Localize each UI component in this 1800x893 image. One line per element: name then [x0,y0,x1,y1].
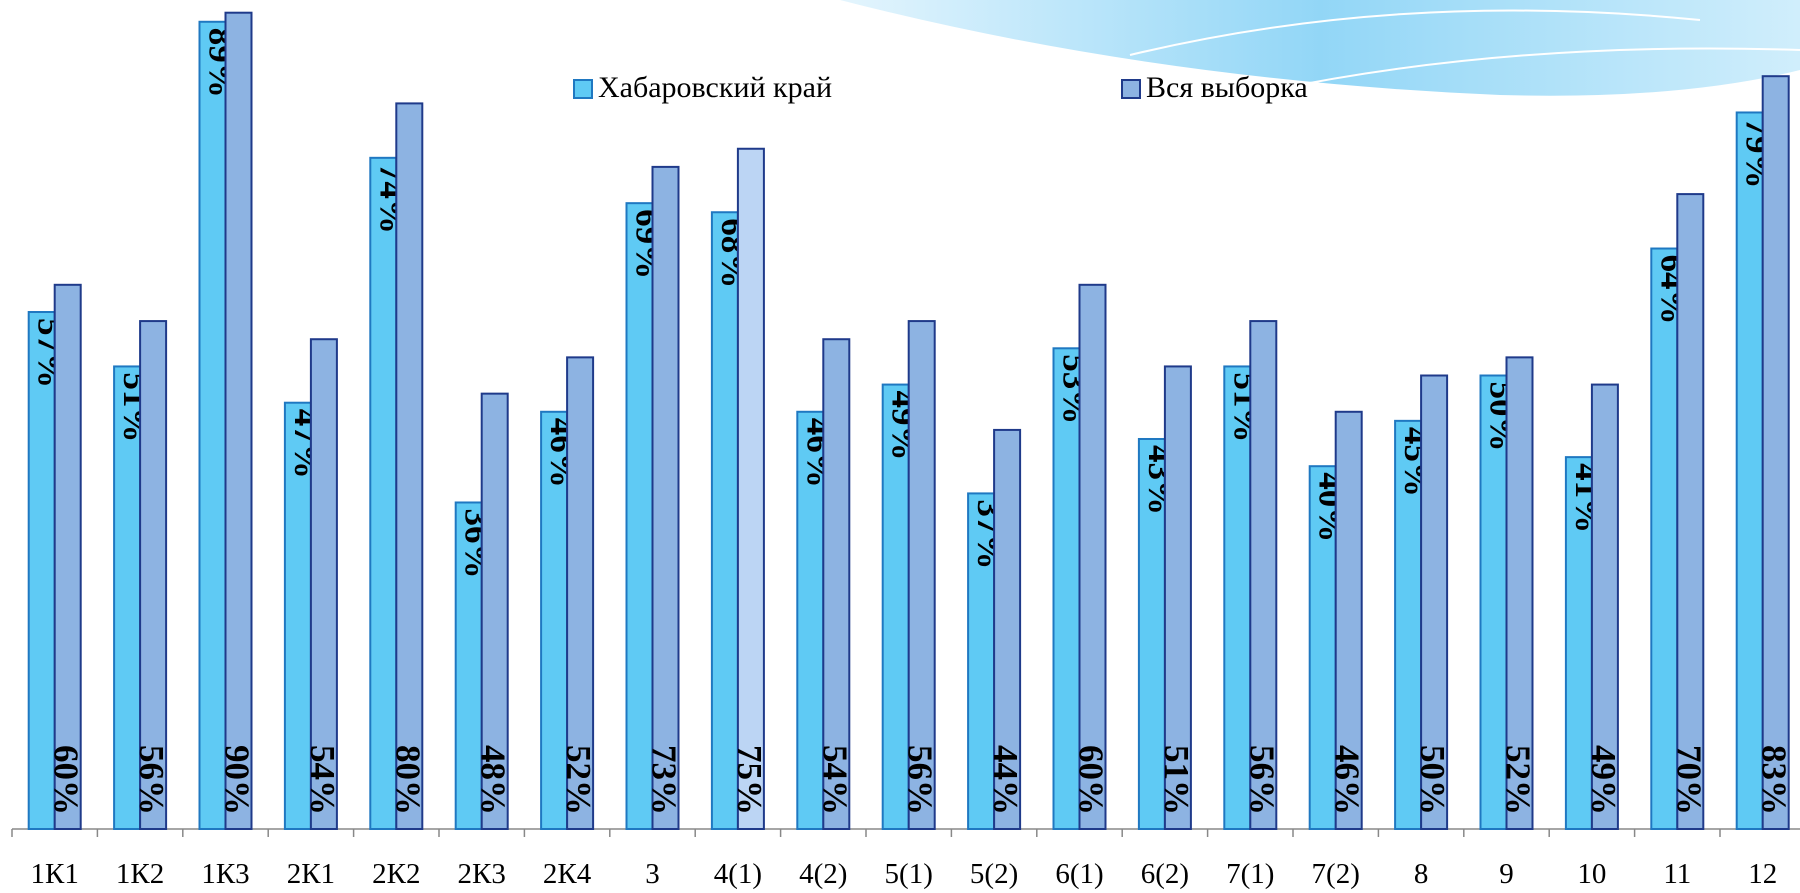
bar [1650,247,1679,830]
x-tick-label: 5(1) [885,858,933,890]
x-tick-label: 10 [1577,858,1606,890]
data-label: 56% [132,745,171,815]
data-label: 48% [474,745,513,815]
bar [224,11,253,830]
data-label: 75% [730,745,769,815]
bar [993,428,1022,830]
bar [53,283,82,830]
data-label: 44% [986,745,1025,815]
bar [1249,320,1278,830]
x-tick-label: 1К3 [201,858,249,890]
bar [736,147,765,830]
x-tick-label: 4(1) [714,858,762,890]
legend-label: Хабаровский край [598,71,832,104]
data-label: 73% [644,745,683,815]
bar [1223,365,1252,830]
data-label: 54% [303,745,342,815]
bar [1505,356,1534,830]
x-tick-label: 1К1 [31,858,79,890]
data-label: 52% [559,745,598,815]
data-label: 83% [1755,745,1794,815]
x-tick-label: 1К2 [116,858,164,890]
data-label: 70% [1669,745,1708,815]
data-label: 49% [1584,745,1623,815]
x-tick-label: 7(2) [1312,858,1360,890]
legend-label: Вся выборка [1146,71,1308,104]
bar [651,165,680,830]
bar [907,320,936,830]
bar [1078,283,1107,830]
bar [1479,374,1508,830]
bar [881,383,910,830]
x-tick-label: 9 [1499,858,1514,890]
data-label: 52% [1498,745,1537,815]
data-label: 80% [388,745,427,815]
bar [967,492,996,830]
x-tick-label: 2К1 [287,858,335,890]
bar [566,356,595,830]
bar [796,410,825,830]
bar [139,320,168,830]
bar [1052,347,1081,830]
bar [1420,374,1449,830]
legend-swatch [1121,79,1141,99]
data-label: 51% [1157,745,1196,815]
x-tick-label: 11 [1663,858,1691,890]
decoration [1249,47,1800,96]
bar [113,365,142,830]
data-label: 50% [1413,745,1452,815]
x-tick-label: 4(2) [799,858,847,890]
x-tick-label: 12 [1748,858,1777,890]
bar [1308,465,1337,830]
data-label: 56% [1242,745,1281,815]
bar [822,338,851,830]
bar [1334,410,1363,830]
data-label: 46% [1328,745,1367,815]
data-label: 60% [1071,745,1110,815]
x-tick-label: 2К2 [372,858,420,890]
bar [480,392,509,830]
bar [625,202,654,831]
bar [369,156,398,830]
bar [1137,437,1166,830]
bar [1163,365,1192,830]
data-label: 56% [901,745,940,815]
bar [1590,383,1619,830]
bar [1761,75,1790,830]
data-label: 90% [217,745,256,815]
data-label: 60% [47,745,86,815]
bar [198,20,227,830]
bar [454,501,483,830]
x-tick-label: 6(2) [1141,858,1189,890]
bar [395,102,424,830]
x-tick-label: 7(1) [1226,858,1274,890]
bar [309,338,338,830]
x-tick-label: 2К3 [458,858,506,890]
x-tick-label: 6(1) [1055,858,1103,890]
bar [1676,193,1705,831]
legend-swatch [573,79,593,99]
bar [710,211,739,831]
x-tick-label: 2К4 [543,858,592,890]
x-tick-label: 8 [1414,858,1429,890]
data-label: 54% [815,745,854,815]
decoration [840,0,1800,96]
x-tick-label: 3 [645,858,660,890]
bar [1394,419,1423,830]
decoration [1129,9,1701,56]
bar [283,401,312,830]
x-tick-label: 5(2) [970,858,1018,890]
bar [1735,111,1764,831]
